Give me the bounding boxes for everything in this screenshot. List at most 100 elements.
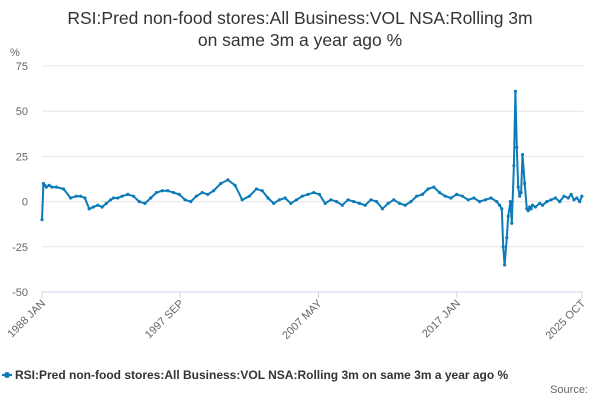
data-point [523,181,527,186]
y-tick-label: 25 [16,151,28,163]
data-point [530,203,535,207]
data-point [91,205,96,209]
data-point [397,201,402,206]
data-point [506,214,510,218]
data-point [386,201,390,206]
data-point [87,207,91,211]
data-point [189,200,193,204]
data-point [212,189,216,193]
data-point [346,198,350,202]
data-point [512,163,516,168]
data-point [254,187,259,191]
data-point [219,181,223,186]
series-line [41,90,583,266]
data-point [260,189,264,193]
data-point [317,192,322,196]
data-point [116,196,120,200]
data-point [149,196,153,200]
data-point [340,203,344,207]
data-point [277,198,281,202]
data-point [483,198,487,202]
data-point [83,196,87,200]
data-point [426,187,430,191]
y-tick-label: 0 [22,197,28,209]
data-point [100,205,104,209]
x-tick-label: 2017 JAN [420,298,463,341]
data-point [580,194,584,198]
data-point [183,198,187,202]
data-point [109,198,113,202]
data-point [143,201,147,206]
data-point [518,194,522,198]
data-point [363,203,367,207]
source-label: Source: [550,384,588,396]
legend-label[interactable]: RSI:Pred non-food stores:All Business:VO… [15,368,509,382]
data-point [79,194,83,198]
data-point [545,200,549,204]
data-point [513,89,517,93]
data-point [519,190,523,195]
data-point [206,192,210,196]
data-point [437,190,442,195]
data-point [226,178,230,182]
data-point [533,205,537,209]
data-point [300,194,304,198]
data-point [460,194,465,198]
data-point [240,198,244,202]
data-point [44,185,48,189]
x-tick-label: 2007 MAY [280,297,325,342]
data-point [575,196,579,200]
x-tick-label: 1997 SEP [143,298,187,342]
y-tick-label: -50 [12,287,28,299]
data-point [40,218,44,222]
data-point [137,200,141,204]
data-point [505,236,509,240]
chart-title-line-1: RSI:Pred non-food stores:All Business:VO… [67,8,532,28]
data-point [443,194,447,198]
data-point [294,198,299,202]
legend[interactable]: RSI:Pred non-food stores:All Business:VO… [2,368,509,382]
data-point [466,198,470,202]
y-tick-label: 50 [16,106,28,118]
data-point [61,187,66,191]
data-point [194,194,199,198]
data-point [566,196,570,200]
x-tick-label: 1988 JAN [5,298,48,341]
data-point [369,198,373,202]
y-tick-label: 75 [16,61,28,73]
data-point [489,196,493,200]
data-point [111,196,116,200]
data-point [420,192,425,196]
data-point [69,196,73,200]
data-point [526,209,530,213]
x-axis: 1988 JAN 1997 SEP 2007 MAY 2017 JAN 2025 OCT [5,291,589,342]
data-point [562,194,566,198]
data-point [177,192,181,196]
data-point [200,190,204,195]
x-tick-label: 2025 OCT [544,297,589,342]
data-point [455,192,459,196]
data-point [352,200,356,204]
data-point [50,185,54,189]
data-point [160,189,164,193]
data-point [540,203,545,207]
data-point [247,194,251,198]
data-point [126,192,130,196]
data-point [572,198,576,202]
data-point [472,196,476,200]
y-tick-label: -25 [12,242,28,254]
data-point [432,185,436,189]
data-point [409,200,413,204]
data-point [403,203,407,207]
data-point [357,201,362,206]
data-point [283,196,287,200]
data-point [131,194,136,198]
data-point [104,201,108,206]
data-point [166,189,170,193]
data-point [171,190,176,195]
data-point [498,203,502,207]
data-point [74,194,78,198]
data-point [272,201,276,206]
data-point [529,207,533,211]
y-axis-label: % [10,47,20,59]
